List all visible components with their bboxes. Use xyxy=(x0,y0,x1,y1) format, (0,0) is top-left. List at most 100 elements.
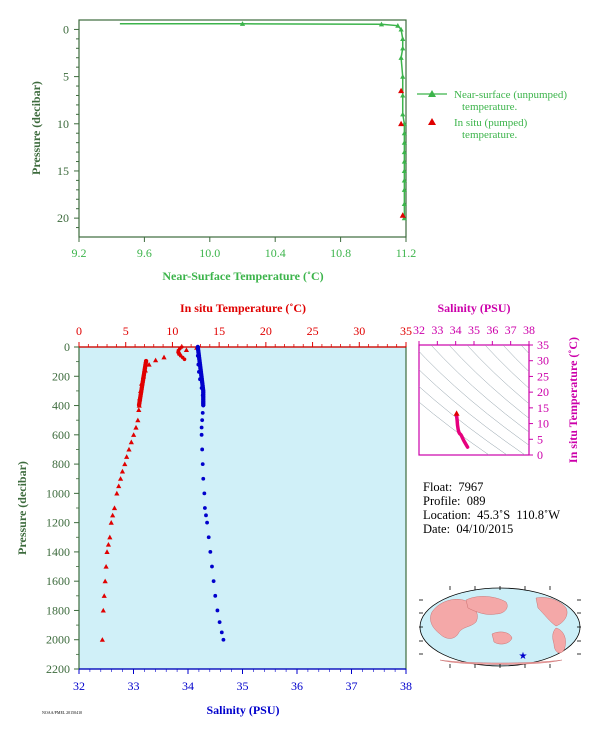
ts-density-contour xyxy=(419,401,490,455)
near-surface-temperature-marker xyxy=(401,158,407,164)
temperature-profile-marker xyxy=(133,424,139,430)
near-surface-temperature-marker xyxy=(401,149,407,155)
temperature-profile-marker xyxy=(183,347,190,353)
profile-plot-frame xyxy=(78,346,407,670)
ts-density-contour xyxy=(430,345,529,433)
float-info-panel: Float: 7967 Profile: 089 Location: 45.3˚… xyxy=(423,480,560,536)
ts-density-contour xyxy=(484,345,529,389)
salinity-profile-marker xyxy=(204,513,208,518)
ts-temperature-tick-label: 15 xyxy=(537,401,549,415)
salinity-tick-label: 35 xyxy=(237,679,249,693)
near-surface-temperature-marker xyxy=(401,187,407,192)
temperature-surface-marker xyxy=(182,357,187,362)
near-surface-temperature-marker xyxy=(401,130,407,136)
salinity-profile-marker xyxy=(200,418,205,423)
pressure-tick-label: 1800 xyxy=(46,603,70,617)
temperature-axis-label: In situ Temperature (˚C) xyxy=(180,301,306,315)
in-situ-temperature-marker xyxy=(399,212,406,218)
salinity-profile-marker xyxy=(211,579,216,584)
near-surface-temperature-marker xyxy=(400,92,406,98)
temperature-profile-marker xyxy=(128,439,134,445)
ts-density-contour xyxy=(502,345,529,372)
salinity-tick-label: 32 xyxy=(73,679,85,693)
top-x-tick-label: 10.0 xyxy=(199,246,220,260)
map-landmass-south-america xyxy=(552,627,566,654)
top-legend: Near-surface (unpumped) temperature. In … xyxy=(417,89,567,141)
salinity-profile-marker xyxy=(221,637,226,642)
profile-date: Date: 04/10/2015 xyxy=(423,522,514,536)
ts-density-contour xyxy=(419,351,529,446)
near-surface-temperature-marker xyxy=(400,74,406,79)
near-surface-temperature-marker xyxy=(395,23,401,28)
temperature-profile-marker xyxy=(131,432,137,437)
pressure-tick-label: 1600 xyxy=(46,574,70,588)
salinity-profile-marker xyxy=(215,608,220,613)
float-location-star: ★ xyxy=(519,651,528,662)
ts-start-marker xyxy=(453,410,460,416)
temperature-profile-marker xyxy=(124,454,130,459)
ts-density-contour xyxy=(419,386,508,455)
temperature-profile-marker xyxy=(105,541,112,547)
near-surface-temperature-marker xyxy=(378,21,385,27)
world-map: ★ xyxy=(419,586,581,668)
temperature-profile-marker xyxy=(114,490,120,496)
pressure-tick-label: 0 xyxy=(64,340,70,354)
legend-red-label-line1: In situ (pumped) xyxy=(454,117,528,129)
footer-credit: NOAA/PMEL 20150410 xyxy=(42,710,82,715)
map-grid-ticks xyxy=(419,586,581,668)
profile-series xyxy=(99,344,226,642)
top-y-tick-label: 15 xyxy=(57,164,69,178)
salinity-tick-label: 36 xyxy=(291,679,303,693)
temperature-profile-marker xyxy=(117,476,124,481)
salinity-profile-marker xyxy=(200,462,205,466)
temperature-profile-marker xyxy=(104,549,110,554)
near-surface-temperature-marker xyxy=(401,168,407,174)
map-landmass-asia xyxy=(465,596,508,615)
temperature-profile-marker xyxy=(101,593,107,598)
near-surface-temperature-marker xyxy=(401,215,407,221)
ts-density-contour xyxy=(419,369,526,455)
top-x-tick-label: 9.6 xyxy=(137,246,152,260)
ts-salinity-tick-label: 38 xyxy=(523,323,535,337)
ts-plot-frame xyxy=(418,344,530,456)
temperature-profile-marker xyxy=(126,446,132,452)
temperature-tick-label: 35 xyxy=(400,324,412,338)
top-x-tick-label: 11.2 xyxy=(396,246,417,260)
pressure-tick-label: 600 xyxy=(52,428,70,442)
temperature-tick-label: 25 xyxy=(307,324,319,338)
temperature-tick-label: 5 xyxy=(123,324,129,338)
ts-density-contours xyxy=(419,345,529,455)
profile-chart: 0 5 10 15 20 25 30 35 32 33 34 35 36 37 38 0 200 400 600… xyxy=(15,301,412,717)
pressure-tick-label: 2000 xyxy=(46,633,70,647)
salinity-tick-label: 38 xyxy=(400,679,412,693)
legend-red-label-line2: temperature. xyxy=(462,129,518,141)
salinity-profile-marker xyxy=(213,593,218,598)
legend-green-marker xyxy=(428,90,436,97)
pressure-tick-label: 1000 xyxy=(46,486,70,500)
salinity-profile-marker xyxy=(206,535,211,540)
salinity-axis-ticks: 32 33 34 35 36 37 38 xyxy=(73,668,412,693)
legend-red-marker xyxy=(428,118,436,125)
temperature-profile-marker xyxy=(161,354,167,360)
ts-temperature-axis-label: In situ Temperature (˚C) xyxy=(566,337,580,463)
temperature-tick-label: 15 xyxy=(213,324,225,338)
float-location: Location: 45.3˚S 110.8˚W xyxy=(423,508,561,522)
temperature-profile-marker xyxy=(146,361,152,367)
salinity-surface-marker xyxy=(201,402,206,408)
near-surface-temperature-marker xyxy=(400,45,406,51)
ts-temperature-tick-label: 5 xyxy=(537,432,543,446)
near-surface-temperature-marker xyxy=(239,21,246,26)
temperature-profile-marker xyxy=(102,578,108,584)
temperature-profile-marker xyxy=(99,637,105,642)
top-y-axis-label: Pressure (decibar) xyxy=(29,81,43,175)
top-y-tick-label: 10 xyxy=(57,117,69,131)
near-surface-temperature-marker xyxy=(398,55,404,60)
salinity-profile-marker xyxy=(219,630,224,635)
ts-temperature-tick-label: 0 xyxy=(537,448,543,462)
near-surface-temperature-marker xyxy=(401,177,407,183)
salinity-profile-marker xyxy=(208,550,213,554)
legend-green-label-line1: Near-surface (unpumped) xyxy=(454,89,567,101)
ts-temperature-tick-label: 30 xyxy=(537,354,549,368)
top-y-tick-label: 0 xyxy=(63,22,69,36)
